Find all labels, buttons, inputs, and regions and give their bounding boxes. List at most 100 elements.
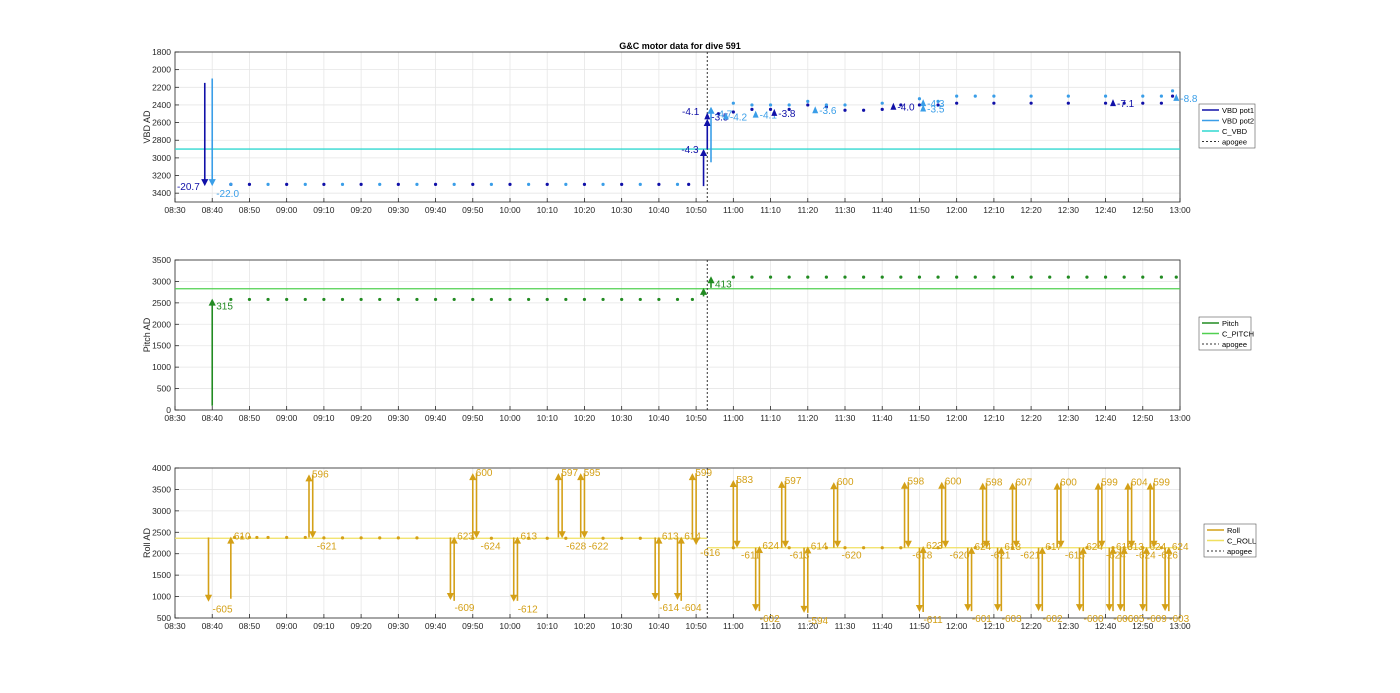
move-arrow-head	[204, 594, 213, 602]
data-point	[1159, 546, 1163, 550]
data-point	[936, 99, 940, 104]
marker	[1173, 93, 1180, 101]
marker	[1110, 99, 1116, 107]
move-arrow-head	[967, 546, 976, 554]
x-tick-label: 09:10	[313, 413, 335, 423]
data-point	[452, 182, 456, 186]
x-tick-label: 09:00	[276, 205, 298, 215]
data-point	[1103, 275, 1108, 279]
data-point	[787, 107, 791, 111]
axes-box	[174, 467, 1181, 619]
arrow-label: 598	[986, 478, 1003, 489]
data-point	[1066, 275, 1070, 279]
x-tick-label: 10:50	[685, 621, 707, 631]
y-tick-label: 3200	[152, 171, 171, 181]
arrow-label: 597	[561, 468, 578, 479]
data-point	[880, 275, 884, 279]
data-point	[620, 182, 624, 186]
y-tick-label: 2800	[152, 135, 171, 145]
x-tick-label: 10:10	[537, 205, 559, 215]
data-point	[899, 275, 903, 279]
x-tick-label: 11:30	[835, 205, 856, 215]
data-point	[322, 297, 326, 302]
y-tick-label: 2200	[152, 82, 171, 92]
axes-box	[174, 51, 1181, 203]
data-point	[564, 297, 568, 302]
data-point	[936, 103, 940, 107]
move-arrow-head	[1094, 482, 1102, 490]
annotation-label: -3.6	[819, 106, 837, 117]
move-arrow-head	[1038, 546, 1046, 554]
y-tick-label: 3000	[152, 276, 171, 286]
x-tick-label: 11:00	[723, 205, 744, 215]
data-point	[638, 536, 642, 540]
y-tick-label: 3000	[152, 153, 171, 163]
arrow-label: 583	[736, 475, 753, 486]
data-point	[1170, 94, 1175, 98]
y-axis-label: Pitch AD	[142, 317, 152, 352]
x-tick-label: 13:00	[1169, 621, 1191, 631]
arrow-label: -621	[317, 541, 337, 552]
data-point	[247, 297, 252, 302]
data-point	[527, 182, 531, 186]
data-point	[768, 275, 773, 279]
y-tick-label: 2000	[152, 65, 171, 75]
panel-1: 08:30 08:40 08:50 09:00 09:10 09:20 09:30 09:40…	[142, 47, 1256, 215]
y-tick-label: 3500	[152, 255, 171, 265]
x-tick-label: 09:40	[425, 205, 447, 215]
y-tick-label: 0	[166, 405, 171, 415]
x-tick-label: 12:40	[1095, 413, 1117, 423]
marker	[771, 108, 778, 116]
x-tick-label: 08:50	[239, 621, 261, 631]
move-arrow-head	[1034, 604, 1043, 612]
x-tick-label: 11:20	[797, 205, 818, 215]
x-tick-label: 09:50	[462, 205, 484, 215]
move-arrow-head	[208, 179, 216, 187]
annotation-label: -4.3	[927, 99, 945, 110]
x-tick-label: 09:30	[388, 205, 410, 215]
data-point	[806, 275, 810, 279]
arrow-label: -602	[1043, 614, 1063, 625]
data-point	[973, 94, 977, 98]
data-point	[992, 101, 996, 105]
move-arrow-head	[510, 594, 518, 602]
data-point	[1029, 101, 1033, 105]
move-arrow-head	[513, 536, 522, 544]
data-point	[620, 297, 624, 302]
data-point	[638, 297, 642, 302]
annotation-label: -8.8	[1180, 94, 1198, 105]
data-point	[285, 297, 289, 302]
data-point	[303, 535, 307, 540]
data-point	[787, 546, 791, 550]
x-tick-label: 09:40	[425, 413, 447, 423]
x-tick-label: 09:20	[350, 413, 372, 423]
arrow-label: -614	[659, 603, 679, 614]
x-tick-label: 10:40	[648, 621, 670, 631]
legend-entry: C_PITCH	[1222, 330, 1254, 339]
data-point	[824, 103, 828, 107]
arrow-label: 598	[908, 477, 925, 488]
arrow-label: 599	[695, 468, 712, 479]
arrow-label: 600	[945, 477, 962, 488]
arrow-label: -616	[700, 548, 720, 559]
arrow-label: -628	[566, 541, 586, 552]
data-point	[899, 103, 903, 107]
move-arrow-head	[919, 546, 927, 553]
y-tick-label: 500	[157, 613, 171, 623]
data-point	[690, 297, 694, 302]
x-tick-label: 12:40	[1095, 205, 1117, 215]
move-arrow-head	[755, 546, 763, 553]
arrow-label: -624	[481, 541, 501, 552]
data-point	[1048, 275, 1052, 279]
y-axis-label: Roll AD	[142, 527, 152, 558]
move-arrow-head	[997, 546, 1005, 554]
arrow-label: -609	[1147, 614, 1167, 625]
data-point	[955, 101, 959, 105]
x-tick-label: 08:50	[239, 413, 261, 423]
x-tick-label: 08:50	[239, 205, 261, 215]
x-tick-label: 11:40	[872, 413, 893, 423]
x-tick-label: 08:40	[202, 205, 224, 215]
x-tick-label: 11:10	[760, 205, 781, 215]
x-tick-label: 10:00	[499, 205, 521, 215]
data-point	[582, 182, 587, 186]
